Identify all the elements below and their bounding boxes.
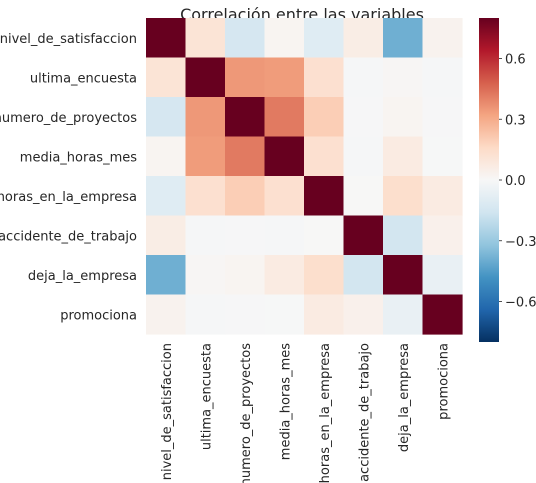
heatmap-cell — [185, 136, 226, 177]
x-tick-label: ultima_encuesta — [199, 343, 214, 450]
heatmap-cell — [225, 294, 266, 335]
heatmap-cell — [343, 294, 384, 335]
heatmap-cell — [146, 97, 187, 138]
y-tick-label: promociona — [60, 308, 137, 323]
y-tick-label: ultima_encuesta — [30, 71, 137, 86]
heatmap-cell — [146, 18, 187, 59]
heatmap-cell — [343, 97, 384, 138]
heatmap-cell — [304, 136, 345, 177]
heatmap-cell — [343, 215, 384, 256]
colorbar-tick-label: 0.0 — [505, 174, 526, 189]
heatmap-cell — [185, 176, 226, 217]
heatmap-cell — [264, 215, 305, 256]
heatmap-cell — [383, 176, 424, 217]
heatmap-cell — [225, 215, 266, 256]
heatmap-cell — [185, 255, 226, 296]
x-tick-label: deja_la_empresa — [397, 343, 412, 452]
heatmap-cell — [383, 136, 424, 177]
heatmap-cells — [146, 18, 463, 335]
heatmap-cell — [383, 18, 424, 59]
heatmap-cell — [304, 176, 345, 217]
heatmap-cell — [422, 294, 463, 335]
heatmap-cell — [343, 255, 384, 296]
heatmap-cell — [225, 57, 266, 98]
heatmap-cell — [264, 294, 305, 335]
heatmap-cell — [304, 215, 345, 256]
heatmap-cell — [304, 255, 345, 296]
colorbar-ticks: 0.6 0.3 0.0 −0.3 −0.6 — [499, 53, 536, 311]
y-tick-label: nivel_de_satisfaccion — [0, 32, 137, 47]
heatmap-cell — [146, 255, 187, 296]
heatmap-cell — [225, 18, 266, 59]
heatmap-cell — [146, 294, 187, 335]
heatmap-cell — [422, 255, 463, 296]
y-tick-label: horas_en_la_empresa — [0, 190, 137, 205]
heatmap-cell — [185, 18, 226, 59]
heatmap-cell — [146, 57, 187, 98]
heatmap-cell — [304, 294, 345, 335]
heatmap-cell — [422, 176, 463, 217]
heatmap-cell — [264, 57, 305, 98]
heatmap-cell — [304, 18, 345, 59]
heatmap-cell — [264, 176, 305, 217]
x-tick-label: numero_de_proyectos — [239, 343, 254, 483]
heatmap-cell — [383, 255, 424, 296]
heatmap-cell — [422, 215, 463, 256]
heatmap-cell — [422, 18, 463, 59]
heatmap-cell — [146, 215, 187, 256]
heatmap-cell — [264, 136, 305, 177]
colorbar-tick-label: 0.6 — [505, 53, 526, 68]
heatmap-cell — [422, 57, 463, 98]
heatmap-cell — [422, 136, 463, 177]
x-tick-label: promociona — [436, 343, 451, 420]
heatmap-cell — [146, 176, 187, 217]
heatmap-cell — [185, 57, 226, 98]
heatmap-cell — [225, 97, 266, 138]
x-tick-label: horas_en_la_empresa — [318, 343, 333, 483]
heatmap-cell — [304, 57, 345, 98]
x-tick-label: media_horas_mes — [278, 343, 293, 460]
y-tick-labels: nivel_de_satisfaccion ultima_encuestanume… — [0, 32, 137, 324]
heatmap-cell — [225, 255, 266, 296]
heatmap-cell — [422, 97, 463, 138]
heatmap-cell — [343, 18, 384, 59]
heatmap-cell — [383, 57, 424, 98]
colorbar-tick-label: 0.3 — [505, 113, 526, 128]
heatmap-cell — [383, 215, 424, 256]
heatmap-cell — [343, 136, 384, 177]
heatmap-cell — [383, 97, 424, 138]
colorbar-tick-label: −0.3 — [505, 235, 536, 250]
heatmap-cell — [225, 136, 266, 177]
heatmap-cell — [185, 215, 226, 256]
heatmap-cell — [304, 97, 345, 138]
y-tick-label: numero_de_proyectos — [0, 111, 137, 126]
heatmap-cell — [264, 97, 305, 138]
heatmap-cell — [264, 18, 305, 59]
y-tick-label: accidente_de_trabajo — [0, 229, 137, 244]
heatmap-cell — [383, 294, 424, 335]
colorbar-tick-label: −0.6 — [505, 296, 536, 311]
heatmap-cell — [264, 255, 305, 296]
colorbar — [479, 18, 499, 342]
y-tick-label: deja_la_empresa — [28, 269, 137, 284]
heatmap-cell — [146, 136, 187, 177]
y-tick-label: media_horas_mes — [20, 150, 137, 165]
heatmap-cell — [343, 176, 384, 217]
heatmap-cell — [343, 57, 384, 98]
x-tick-label: accidente_de_trabajo — [357, 343, 372, 482]
heatmap-cell — [185, 294, 226, 335]
x-tick-label: nivel_de_satisfaccion — [160, 343, 175, 480]
heatmap-cell — [185, 97, 226, 138]
x-tick-labels: nivel_de_satisfaccion ultima_encuesta nume… — [160, 343, 452, 483]
heatmap-cell — [225, 176, 266, 217]
